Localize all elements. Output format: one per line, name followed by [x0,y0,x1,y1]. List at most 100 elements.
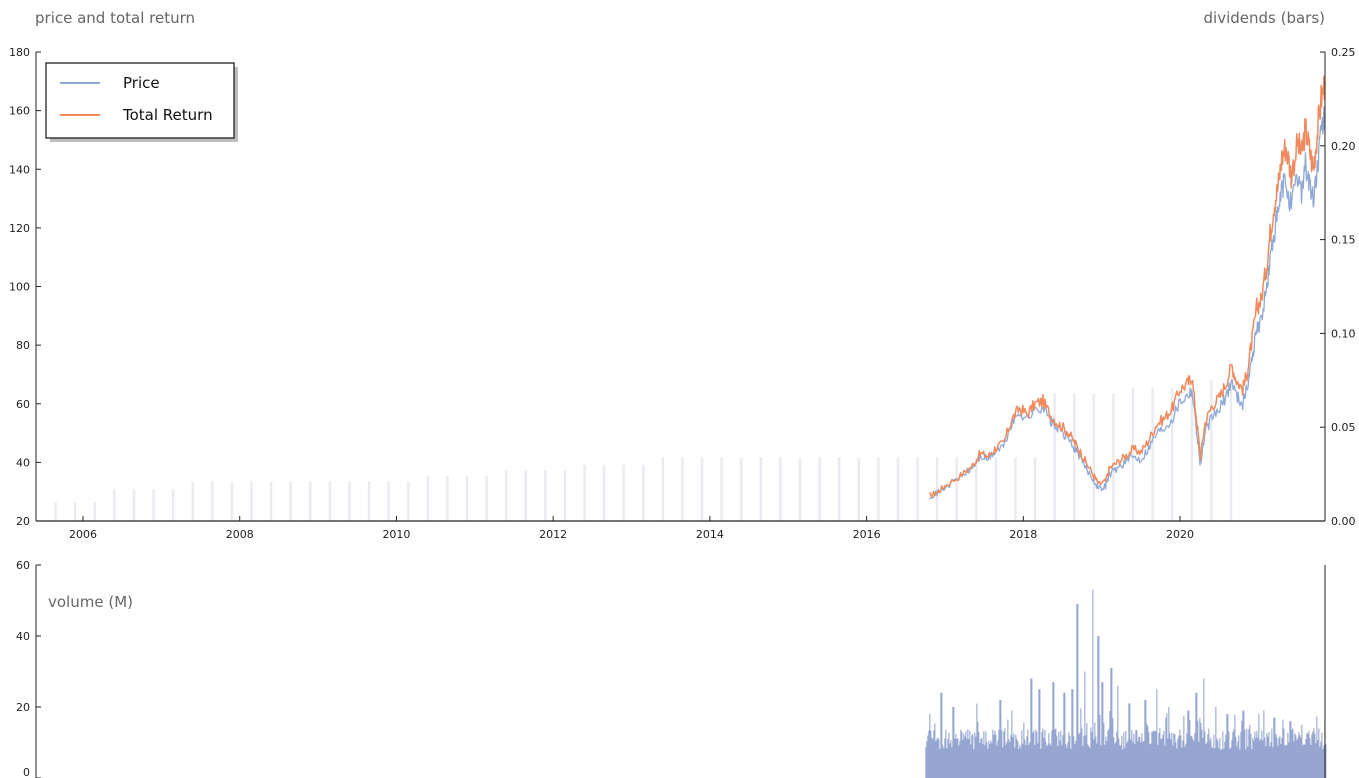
x-tick-label-2008: 2008 [226,528,254,541]
legend-total-return-label: Total Return [122,106,213,124]
volume-bar [1318,728,1320,778]
volume-bar [1089,747,1091,778]
volume-bar [1307,733,1309,778]
dividend-bar-54 [1112,393,1115,521]
dividend-bar-59 [1210,380,1213,521]
volume-bar [1143,741,1145,778]
volume-bar [970,744,972,778]
volume-bar [1325,744,1327,778]
dividend-bar-12 [289,481,292,521]
dividend-bar-38 [798,457,802,521]
volume-bar [1168,707,1170,778]
volume-bar [1226,714,1228,778]
volume-bar [940,692,942,778]
volume-bar [1265,746,1267,778]
volume-bar [1203,678,1205,778]
volume-bars [925,589,1327,778]
volume-bar [1274,717,1276,778]
volume-bar [1283,728,1285,778]
volume-bar [1166,713,1168,778]
volume-bar [977,721,979,778]
y-left-tick-label-120: 120 [9,222,30,235]
volume-bar [1315,743,1317,778]
volume-bar [1073,736,1075,778]
volume-bar [1239,749,1241,778]
volume-bar [1040,748,1042,778]
volume-bar [994,730,996,778]
dividend-bar-14 [328,481,332,521]
volume-bar [1016,739,1018,778]
volume-bar [1047,744,1049,778]
dividend-bar-46 [955,457,958,521]
volume-bar [1170,739,1172,778]
volume-bar [1286,745,1288,778]
volume-bar [942,745,944,778]
volume-bar [1267,736,1269,778]
volume-bar [1184,746,1186,778]
volume-bar [1062,735,1064,778]
volume-bar [1152,731,1154,778]
dividend-bar-44 [916,457,919,521]
volume-bar [1269,746,1271,778]
volume-bar [1144,699,1146,778]
volume-bar [1228,731,1230,778]
volume-bar [1231,740,1233,778]
volume-bar [930,730,932,778]
volume-bar [974,732,976,778]
volume-bar [1028,745,1030,778]
volume-bar [1048,733,1050,778]
dividend-bar-47 [975,457,978,521]
volume-bar [1025,745,1027,778]
volume-bar [1110,667,1112,778]
volume-bar [1295,735,1297,778]
volume-bar [1116,731,1118,778]
volume-bar [1064,692,1066,778]
volume-bar [1071,689,1073,778]
dividend-bar-17 [387,481,390,521]
volume-bar [1007,719,1009,778]
volume-bar [1216,738,1218,778]
volume-bar [932,738,934,778]
volume-bar [995,734,997,778]
volume-bar [1209,740,1211,778]
dividend-bar-60 [1229,380,1233,521]
volume-bar [1220,749,1222,778]
volume-bar [950,740,952,778]
volume-bar [1023,722,1025,778]
volume-bar [1246,728,1248,778]
volume-bar [1090,727,1092,778]
volume-bar [1284,745,1286,778]
volume-bar [1227,714,1229,778]
volume-bar [943,748,945,778]
volume-bar [952,707,954,778]
dividend-bar-39 [818,457,821,521]
volume-bar [1061,744,1063,778]
volume-bar [951,747,953,778]
volume-bar [1055,728,1057,778]
volume-bar [1241,720,1243,778]
volume-bar [946,748,948,778]
volume-bar [929,714,931,778]
y-right-tick-label-0.15: 0.15 [1331,234,1356,247]
volume-bar [938,739,940,778]
volume-bar [1207,734,1209,778]
volume-bar [1303,744,1305,778]
volume-bar [1140,742,1142,778]
volume-bar [1072,689,1074,778]
volume-bar [1243,710,1245,778]
volume-bar [1158,733,1160,778]
volume-bar [1015,734,1017,778]
volume-bar [1074,744,1076,778]
volume-bar [1309,737,1311,778]
volume-bar [1046,746,1048,778]
y-left-tick-label-140: 140 [9,163,30,176]
dividend-bar-26 [563,470,567,521]
volume-bar [1311,734,1313,778]
volume-bar [1268,732,1270,778]
volume-bar [1173,733,1175,778]
volume-bar [986,742,988,778]
volume-bar [1003,731,1005,778]
volume-bar [1017,741,1019,778]
volume-bar [1119,745,1121,778]
volume-bar [1103,723,1105,778]
